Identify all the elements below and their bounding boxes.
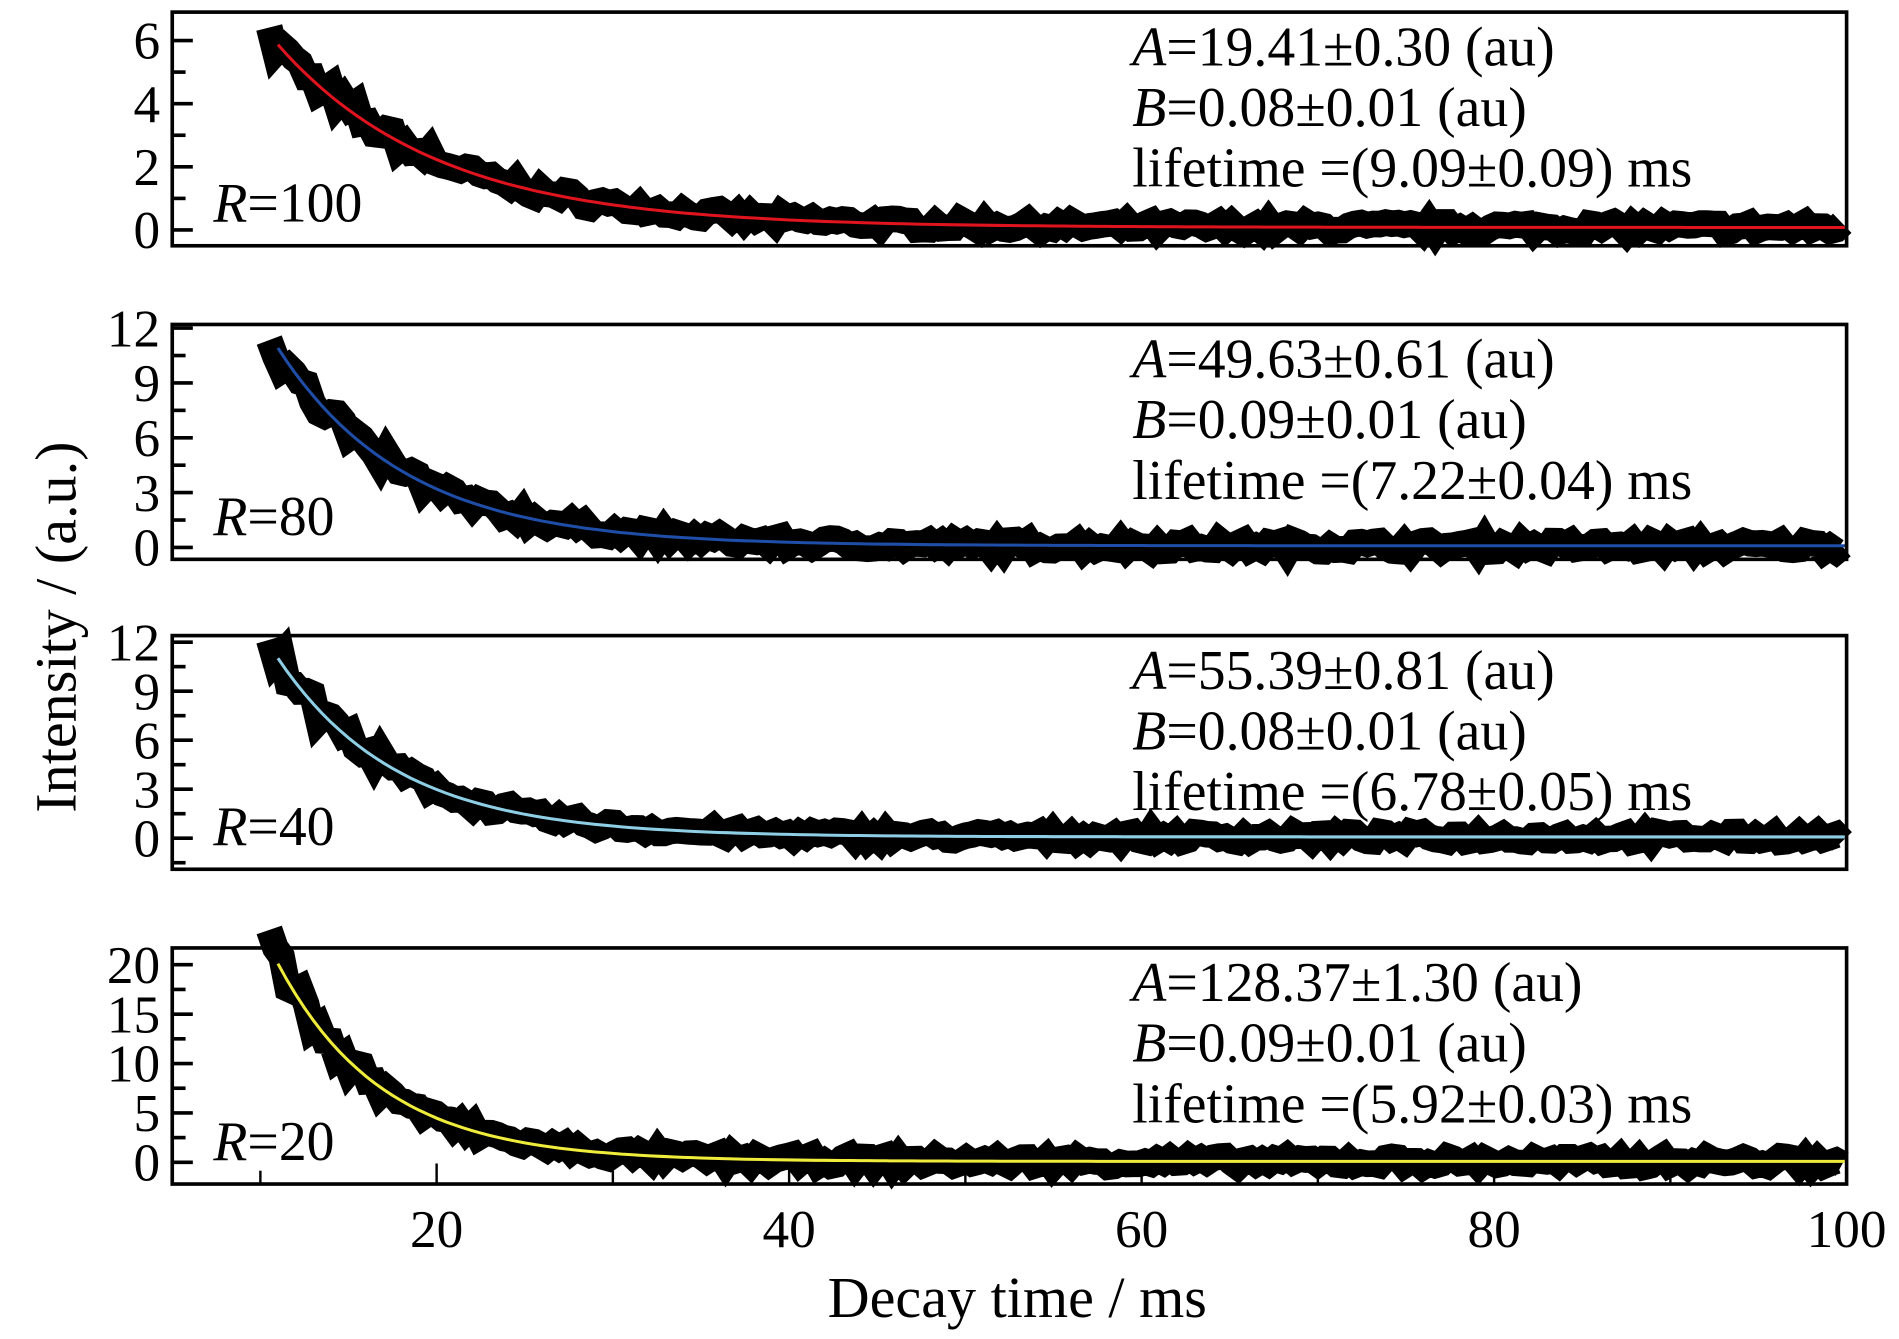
y-tick-label: 15 [107, 985, 160, 1044]
y-tick-label: 5 [134, 1084, 161, 1143]
data-points [256, 24, 1852, 257]
x-tick-label: 100 [1807, 1200, 1887, 1259]
panel-label-var: R [212, 173, 247, 235]
y-tick-label: 0 [134, 201, 161, 260]
fit-curve [276, 43, 1847, 229]
y-tick-label: 4 [134, 75, 161, 134]
fit-annotation: B=0.08±0.01 (au) [1132, 700, 1526, 762]
panel-label-var: R [212, 796, 247, 858]
panel-label: R=80 [212, 486, 334, 548]
fit-annotation: A=49.63±0.61 (au) [1128, 329, 1554, 391]
fit-annotation: lifetime =(9.09±0.09) ms [1132, 137, 1692, 199]
y-tick-label: 9 [134, 354, 161, 413]
y-tick-label: 6 [134, 12, 161, 71]
y-tick-label: 9 [134, 662, 161, 721]
fit-annotation: B=0.09±0.01 (au) [1132, 1013, 1526, 1075]
fit-curve [276, 347, 1847, 548]
panel-label: R=40 [212, 796, 334, 858]
y-tick-label: 3 [134, 464, 161, 523]
fit-param-value: =0.09±0.01 (au) [1166, 389, 1526, 451]
panel-label-var: R [212, 1111, 247, 1173]
y-tick-label: 6 [134, 711, 161, 770]
fit-curve [276, 962, 1847, 1163]
y-tick-label: 12 [107, 613, 160, 672]
y-tick-label: 2 [134, 138, 161, 197]
y-tick-label: 3 [134, 760, 161, 819]
fit-annotation: A=55.39±0.81 (au) [1128, 640, 1554, 702]
fit-param-value: =19.41±0.30 (au) [1166, 16, 1554, 78]
panel-label-var: R [212, 486, 247, 548]
fit-param-name: B [1132, 1013, 1166, 1075]
y-tick-label: 10 [107, 1035, 160, 1094]
fit-param-value: =0.08±0.01 (au) [1166, 77, 1526, 139]
fit-param-name: A [1128, 952, 1167, 1014]
panel-label-value: =40 [247, 796, 334, 858]
fit-annotation: lifetime =(7.22±0.04) ms [1132, 450, 1692, 512]
fit-param-value: lifetime =(5.92±0.03) ms [1132, 1073, 1692, 1135]
fit-annotation: B=0.09±0.01 (au) [1132, 389, 1526, 451]
panel-label: R=20 [212, 1111, 334, 1173]
fit-param-value: lifetime =(7.22±0.04) ms [1132, 450, 1692, 512]
plot-frame [170, 633, 1849, 872]
y-tick-label: 20 [107, 936, 160, 995]
plot-frame [170, 946, 1849, 1186]
fit-param-name: B [1132, 700, 1166, 762]
y-axis-title: Intensity / (a.u.) [23, 442, 88, 813]
fit-param-name: B [1132, 389, 1166, 451]
panel-label-value: =20 [247, 1111, 334, 1173]
fit-param-value: lifetime =(6.78±0.05) ms [1132, 761, 1692, 823]
y-tick-label: 0 [134, 809, 161, 868]
fit-annotation: lifetime =(6.78±0.05) ms [1132, 761, 1692, 823]
fit-param-value: =128.37±1.30 (au) [1166, 952, 1582, 1014]
fit-param-value: =0.08±0.01 (au) [1166, 700, 1526, 762]
fit-param-name: A [1128, 329, 1167, 391]
fit-annotation: A=128.37±1.30 (au) [1128, 952, 1582, 1014]
panel-label-value: =100 [247, 173, 362, 235]
y-tick-label: 0 [134, 1133, 161, 1192]
fit-param-name: A [1128, 640, 1167, 702]
fit-annotation: B=0.08±0.01 (au) [1132, 77, 1526, 139]
y-tick-label: 6 [134, 409, 161, 468]
fit-param-value: =0.09±0.01 (au) [1166, 1013, 1526, 1075]
x-tick-label: 20 [410, 1200, 463, 1259]
fit-param-value: =55.39±0.81 (au) [1166, 640, 1554, 702]
x-tick-label: 40 [762, 1200, 815, 1259]
data-points [256, 335, 1851, 577]
fit-param-value: lifetime =(9.09±0.09) ms [1132, 137, 1692, 199]
panel-label: R=100 [212, 173, 362, 235]
x-tick-label: 80 [1467, 1200, 1520, 1259]
fit-annotation: lifetime =(5.92±0.03) ms [1132, 1073, 1692, 1135]
fit-param-name: B [1132, 77, 1166, 139]
x-axis-title: Decay time / ms [828, 1265, 1207, 1330]
fit-curve [276, 657, 1847, 839]
y-tick-label: 12 [107, 299, 160, 358]
fit-annotation: A=19.41±0.30 (au) [1128, 16, 1554, 78]
x-tick-label: 60 [1115, 1200, 1168, 1259]
plot-frame [170, 322, 1849, 562]
plot-frame [170, 10, 1849, 248]
fit-param-value: =49.63±0.61 (au) [1166, 329, 1554, 391]
panel-label-value: =80 [247, 486, 334, 548]
fit-param-name: A [1128, 16, 1167, 78]
y-tick-label: 0 [134, 519, 161, 578]
